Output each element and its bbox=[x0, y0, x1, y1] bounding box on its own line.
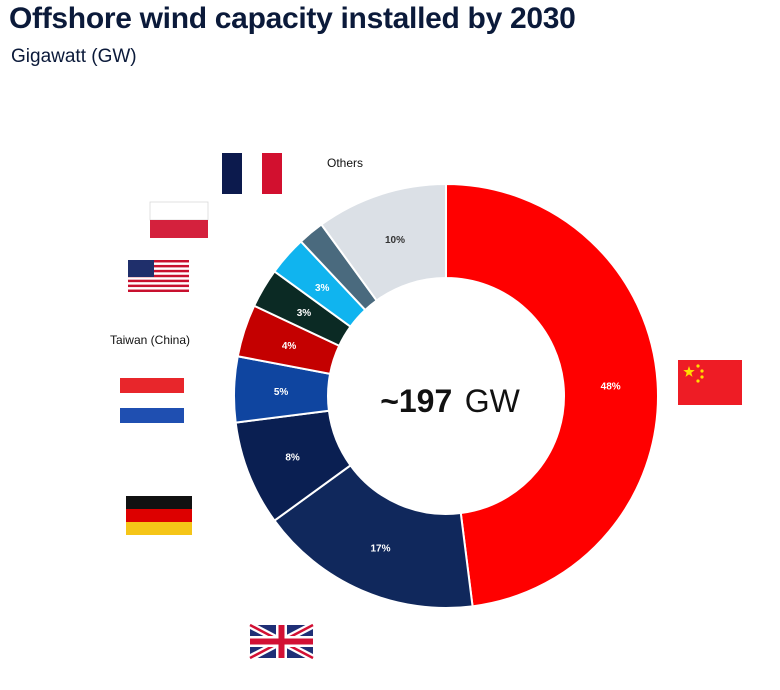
netherlands-flag-icon bbox=[120, 378, 184, 423]
slice-label-united-kingdom: 17% bbox=[370, 543, 390, 554]
china-flag-icon bbox=[678, 360, 742, 405]
others-label: Others bbox=[327, 156, 363, 170]
uk-flag-icon bbox=[248, 621, 315, 662]
chart-subtitle: Gigawatt (GW) bbox=[11, 46, 137, 67]
slice-value-labels: 48% 17% 8% 5% 4% 3% 3% 10% bbox=[274, 235, 621, 554]
germany-flag-icon bbox=[126, 496, 192, 535]
chart-title: Offshore wind capacity installed by 2030 bbox=[9, 2, 576, 35]
donut-slice-others bbox=[319, 182, 447, 302]
taiwan-label: Taiwan (China) bbox=[110, 333, 190, 347]
slice-label-united-states: 3% bbox=[297, 308, 312, 319]
donut-slice-united-kingdom bbox=[273, 463, 474, 609]
center-total: ~197 GW bbox=[380, 383, 520, 419]
slice-label-germany: 8% bbox=[285, 453, 300, 464]
slice-label-poland: 3% bbox=[315, 283, 330, 294]
slice-label-taiwan-china: 4% bbox=[282, 341, 297, 352]
poland-flag-icon bbox=[149, 201, 209, 238]
usa-flag-icon bbox=[128, 260, 189, 292]
slice-label-china: 48% bbox=[601, 382, 621, 393]
center-total-value: ~197 bbox=[380, 383, 452, 419]
slice-label-others: 10% bbox=[385, 235, 405, 246]
france-flag-icon bbox=[222, 153, 282, 194]
donut-slices bbox=[233, 182, 659, 609]
center-total-unit: GW bbox=[465, 383, 521, 419]
donut-slice-china bbox=[445, 182, 659, 608]
slice-label-netherlands: 5% bbox=[274, 387, 289, 398]
